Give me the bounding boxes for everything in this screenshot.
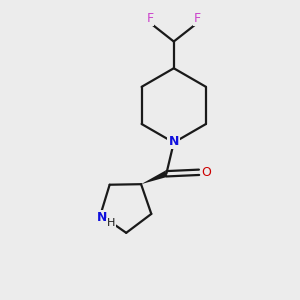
Text: F: F xyxy=(146,12,154,25)
Text: F: F xyxy=(194,12,201,25)
Text: N: N xyxy=(97,211,107,224)
Text: N: N xyxy=(169,135,179,148)
Text: H: H xyxy=(107,218,115,228)
Polygon shape xyxy=(141,171,168,184)
Text: O: O xyxy=(202,166,212,179)
